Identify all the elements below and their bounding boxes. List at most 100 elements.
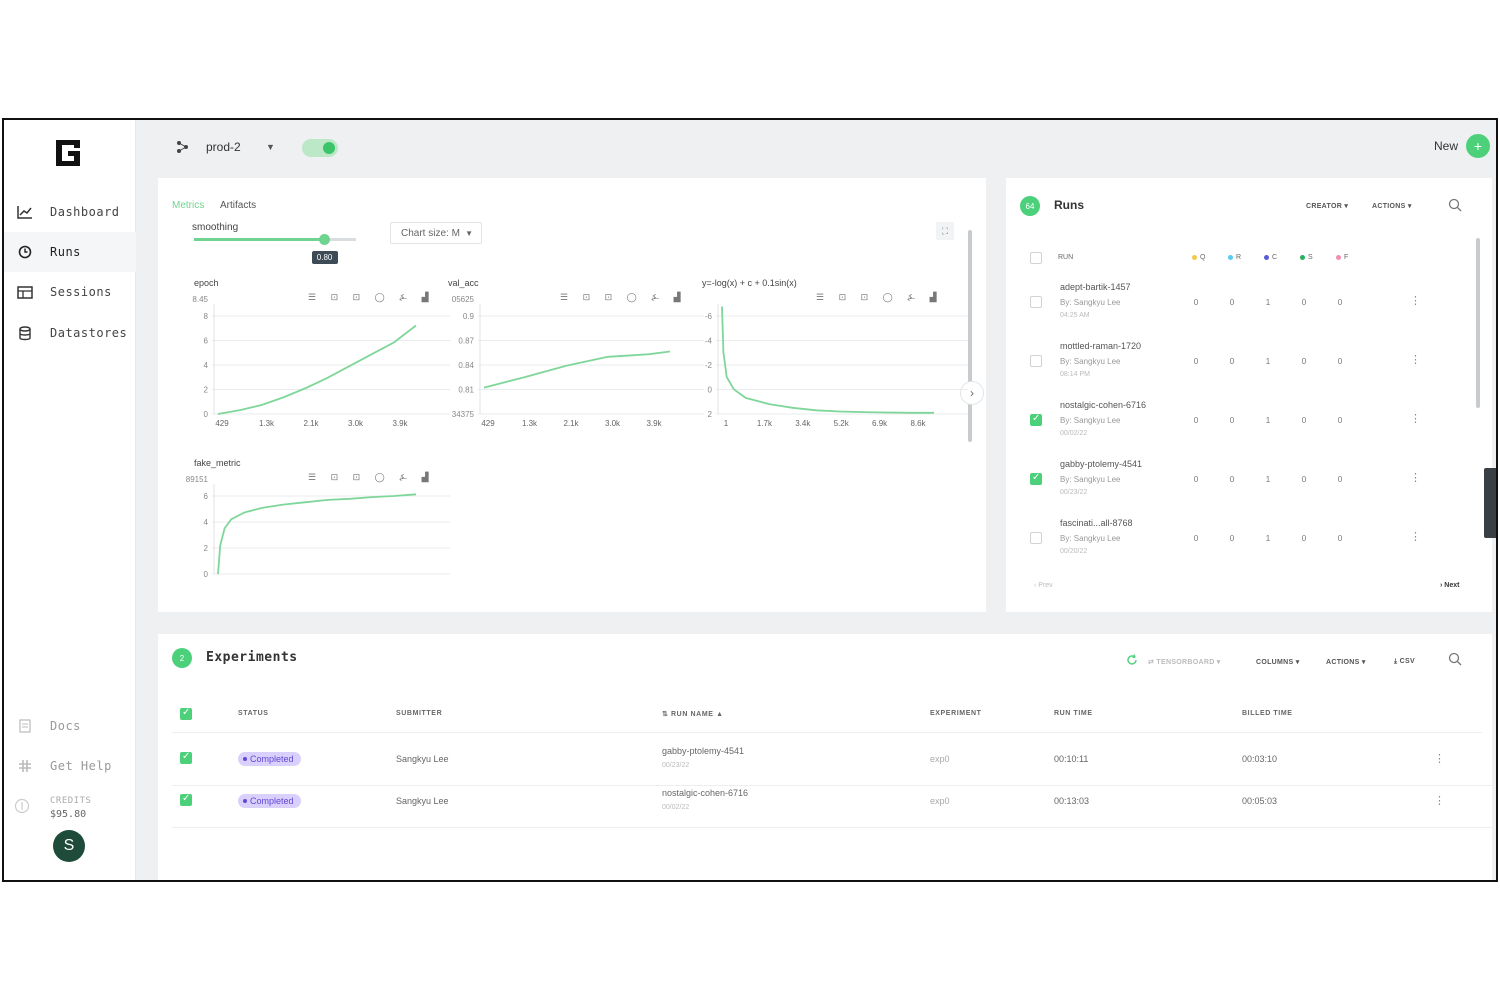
sidebar-item-runs[interactable]: Runs bbox=[4, 232, 136, 272]
search-icon[interactable] bbox=[1448, 652, 1462, 666]
run-count: 0 bbox=[1337, 298, 1343, 307]
runs-col-header[interactable]: C bbox=[1264, 254, 1277, 261]
more-options-icon[interactable]: ⋮ bbox=[1410, 413, 1421, 425]
run-row[interactable]: nostalgic-cohen-6716 By: Sangkyu Lee 00/02… bbox=[1006, 400, 1476, 458]
runs-scrollbar[interactable] bbox=[1476, 238, 1480, 408]
metrics-scrollbar[interactable] bbox=[968, 230, 972, 442]
more-options-icon[interactable]: ⋮ bbox=[1434, 795, 1445, 807]
run-date: 00/23/22 bbox=[662, 762, 690, 769]
row-checkbox[interactable] bbox=[180, 793, 192, 806]
run-name[interactable]: gabby-ptolemy-4541 bbox=[662, 746, 745, 756]
next-page-button[interactable]: › Next bbox=[1440, 582, 1460, 589]
col-status[interactable]: STATUS bbox=[238, 710, 269, 717]
chart-toolbar[interactable]: ☰ ⊡ ⊡ ◯ ⍼ ▟ bbox=[308, 472, 435, 482]
y-tick-label: 0 bbox=[204, 570, 209, 579]
col-billed-time[interactable]: BILLED TIME bbox=[1242, 710, 1293, 717]
expand-icon[interactable]: ⛶ bbox=[936, 222, 954, 240]
runs-col-header[interactable]: R bbox=[1228, 254, 1241, 261]
run-count: 0 bbox=[1337, 416, 1343, 425]
run-name[interactable]: mottled-raman-1720 bbox=[1060, 341, 1142, 351]
chart-title: epoch bbox=[194, 278, 219, 288]
run-checkbox[interactable] bbox=[1030, 472, 1042, 485]
col-run-time[interactable]: RUN TIME bbox=[1054, 710, 1093, 717]
csv-download-button[interactable]: ⤓ CSV bbox=[1394, 658, 1415, 665]
tensorboard-button[interactable]: ⇄ TENSORBOARD ▾ bbox=[1148, 659, 1221, 666]
experiment-name[interactable]: exp0 bbox=[930, 754, 950, 764]
runs-col-header[interactable]: F bbox=[1336, 254, 1348, 261]
side-panel-handle[interactable] bbox=[1484, 468, 1496, 538]
more-options-icon[interactable]: ⋮ bbox=[1410, 472, 1421, 484]
run-name[interactable]: fascinati...all-8768 bbox=[1060, 518, 1133, 528]
run-checkbox[interactable] bbox=[1030, 532, 1042, 544]
run-checkbox[interactable] bbox=[1030, 413, 1042, 426]
x-tick-label: 3.9k bbox=[646, 419, 662, 428]
more-options-icon[interactable]: ⋮ bbox=[1434, 753, 1445, 765]
run-row[interactable]: adept-bartik-1457 By: Sangkyu Lee 04:25 AM… bbox=[1006, 282, 1476, 340]
more-options-icon[interactable]: ⋮ bbox=[1410, 531, 1421, 543]
refresh-icon[interactable] bbox=[1126, 654, 1138, 666]
sidebar-item-get-help[interactable]: Get Help bbox=[4, 746, 136, 786]
series-line[interactable] bbox=[217, 493, 417, 575]
series-line[interactable] bbox=[217, 324, 417, 415]
select-all-runs-checkbox[interactable] bbox=[1030, 252, 1042, 264]
table-row[interactable]: Completed Sangkyu Lee gabby-ptolemy-4541 00… bbox=[172, 746, 1492, 786]
tab-metrics[interactable]: Metrics bbox=[172, 200, 205, 211]
chart-toolbar[interactable]: ☰ ⊡ ⊡ ◯ ⍼ ▟ bbox=[560, 292, 687, 302]
runs-col-header[interactable]: Q bbox=[1192, 254, 1205, 261]
run-count: 1 bbox=[1265, 475, 1271, 484]
run-checkbox[interactable] bbox=[1030, 355, 1042, 367]
creator-filter-button[interactable]: CREATOR ▾ bbox=[1306, 203, 1349, 210]
run-name[interactable]: nostalgic-cohen-6716 bbox=[662, 788, 749, 798]
row-checkbox[interactable] bbox=[180, 751, 192, 764]
smoothing-slider-thumb[interactable] bbox=[318, 234, 330, 245]
col-submitter[interactable]: SUBMITTER bbox=[396, 710, 443, 717]
run-row[interactable]: mottled-raman-1720 By: Sangkyu Lee 08:14 P… bbox=[1006, 341, 1476, 399]
gradient-logo-icon[interactable] bbox=[52, 136, 86, 170]
project-toggle[interactable] bbox=[302, 139, 338, 157]
run-row[interactable]: gabby-ptolemy-4541 By: Sangkyu Lee 00/23/2… bbox=[1006, 459, 1476, 517]
experiments-actions-button[interactable]: ACTIONS ▾ bbox=[1326, 659, 1366, 666]
run-name[interactable]: gabby-ptolemy-4541 bbox=[1060, 459, 1143, 469]
user-avatar[interactable]: S bbox=[53, 830, 85, 862]
sidebar-item-dashboard[interactable]: Dashboard bbox=[4, 192, 136, 232]
select-all-experiments-checkbox[interactable] bbox=[180, 707, 192, 720]
chevron-down-icon[interactable]: ▼ bbox=[266, 142, 275, 152]
sidebar-item-datastores[interactable]: Datastores bbox=[4, 313, 136, 353]
next-chart-button[interactable]: › bbox=[960, 381, 984, 405]
chart-title: fake_metric bbox=[194, 458, 241, 468]
runs-col-header[interactable]: S bbox=[1300, 254, 1313, 261]
run-name[interactable]: adept-bartik-1457 bbox=[1060, 282, 1131, 292]
series-line[interactable] bbox=[483, 350, 671, 389]
chart-toolbar[interactable]: ☰ ⊡ ⊡ ◯ ⍼ ▟ bbox=[308, 292, 435, 302]
tab-artifacts[interactable]: Artifacts bbox=[220, 200, 257, 211]
chart-size-select[interactable]: Chart size: M ▼ bbox=[390, 222, 482, 244]
columns-button[interactable]: COLUMNS ▾ bbox=[1256, 659, 1300, 666]
run-row[interactable]: fascinati...all-8768 By: Sangkyu Lee 00/20… bbox=[1006, 518, 1476, 576]
runs-col-header[interactable]: RUN bbox=[1058, 254, 1073, 261]
runs-actions-button[interactable]: ACTIONS ▾ bbox=[1372, 203, 1412, 210]
prev-page-button[interactable]: ‹ Prev bbox=[1034, 582, 1053, 589]
new-button[interactable]: New + bbox=[1434, 134, 1490, 158]
table-row[interactable]: Completed Sangkyu Lee nostalgic-cohen-6716… bbox=[172, 788, 1492, 828]
col-run-name[interactable]: ⇅ RUN NAME ▲ bbox=[662, 710, 724, 718]
csv-label: CSV bbox=[1399, 658, 1415, 665]
col-experiment[interactable]: EXPERIMENT bbox=[930, 710, 982, 717]
run-name[interactable]: nostalgic-cohen-6716 bbox=[1060, 400, 1147, 410]
x-tick-label: 2.1k bbox=[563, 419, 579, 428]
chart-toolbar[interactable]: ☰ ⊡ ⊡ ◯ ⍼ ▟ bbox=[816, 292, 943, 302]
y-tick-label: 2 bbox=[204, 386, 209, 395]
sidebar-item-docs[interactable]: Docs bbox=[4, 706, 136, 746]
status-dot-icon bbox=[1264, 255, 1269, 260]
run-creator: By: Sangkyu Lee bbox=[1060, 475, 1121, 484]
smoothing-slider[interactable]: 0.80 bbox=[194, 234, 356, 264]
search-icon[interactable] bbox=[1448, 198, 1462, 212]
new-button-label: New bbox=[1433, 139, 1458, 153]
project-selector[interactable]: prod-2 bbox=[206, 140, 241, 154]
run-checkbox[interactable] bbox=[1030, 296, 1042, 308]
more-options-icon[interactable]: ⋮ bbox=[1410, 295, 1421, 307]
series-line[interactable] bbox=[721, 306, 934, 414]
sidebar-item-sessions[interactable]: Sessions bbox=[4, 272, 136, 312]
x-tick-label: 1 bbox=[724, 419, 729, 428]
experiment-name[interactable]: exp0 bbox=[930, 796, 950, 806]
more-options-icon[interactable]: ⋮ bbox=[1410, 354, 1421, 366]
